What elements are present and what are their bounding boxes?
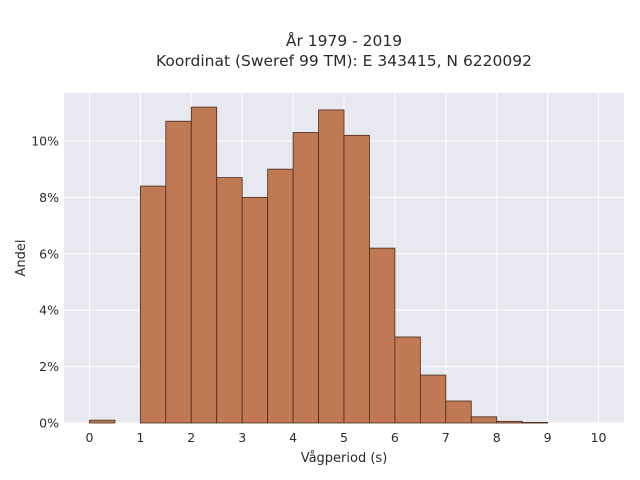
- histogram-bar: [343, 134, 370, 424]
- chart-title-line1: År 1979 - 2019: [286, 31, 402, 50]
- y-tick-label: 6%: [39, 246, 59, 261]
- y-tick-label: 4%: [39, 303, 59, 318]
- histogram-bar: [419, 374, 447, 424]
- histogram-bar: [292, 132, 319, 424]
- x-tick-label: 6: [391, 430, 399, 445]
- x-tick-label: 3: [238, 430, 246, 445]
- histogram-bar: [521, 422, 549, 424]
- x-tick-label: 4: [289, 430, 297, 445]
- x-tick-label: 5: [340, 430, 348, 445]
- histogram-bar: [190, 106, 218, 424]
- x-tick-label: 9: [544, 430, 552, 445]
- x-tick-label: 0: [85, 430, 93, 445]
- histogram-bar: [496, 420, 523, 424]
- histogram-bar: [369, 247, 396, 424]
- x-axis-label: Vågperiod (s): [301, 451, 388, 466]
- x-tick-label: 10: [591, 430, 607, 445]
- x-tick-label: 1: [136, 430, 144, 445]
- histogram-bar: [139, 185, 167, 424]
- x-tick-label: 8: [493, 430, 501, 445]
- y-axis-label: Andel: [14, 240, 29, 277]
- histogram-bar: [216, 177, 243, 424]
- y-tick-label: 10%: [31, 133, 59, 148]
- histogram-bar: [165, 120, 192, 424]
- histogram-bar: [470, 416, 498, 424]
- histogram-bar: [241, 196, 269, 424]
- y-axis-ticks: 0% 2% 4% 6% 8% 10%: [31, 133, 59, 430]
- y-tick-label: 0%: [39, 416, 59, 431]
- x-tick-label: 7: [442, 430, 450, 445]
- y-tick-label: 2%: [39, 359, 59, 374]
- histogram-bar: [394, 336, 421, 424]
- y-tick-label: 8%: [39, 190, 59, 205]
- x-axis-ticks: 0 1 2 3 4 5 6 7 8 9 10: [85, 430, 606, 445]
- bars: [89, 106, 549, 424]
- chart-title-line2: Koordinat (Sweref 99 TM): E 343415, N 62…: [156, 52, 532, 70]
- histogram-bar: [445, 400, 472, 424]
- histogram-bar: [267, 168, 294, 424]
- histogram-bar: [89, 419, 116, 424]
- x-tick-label: 2: [187, 430, 195, 445]
- histogram-bar: [318, 109, 345, 424]
